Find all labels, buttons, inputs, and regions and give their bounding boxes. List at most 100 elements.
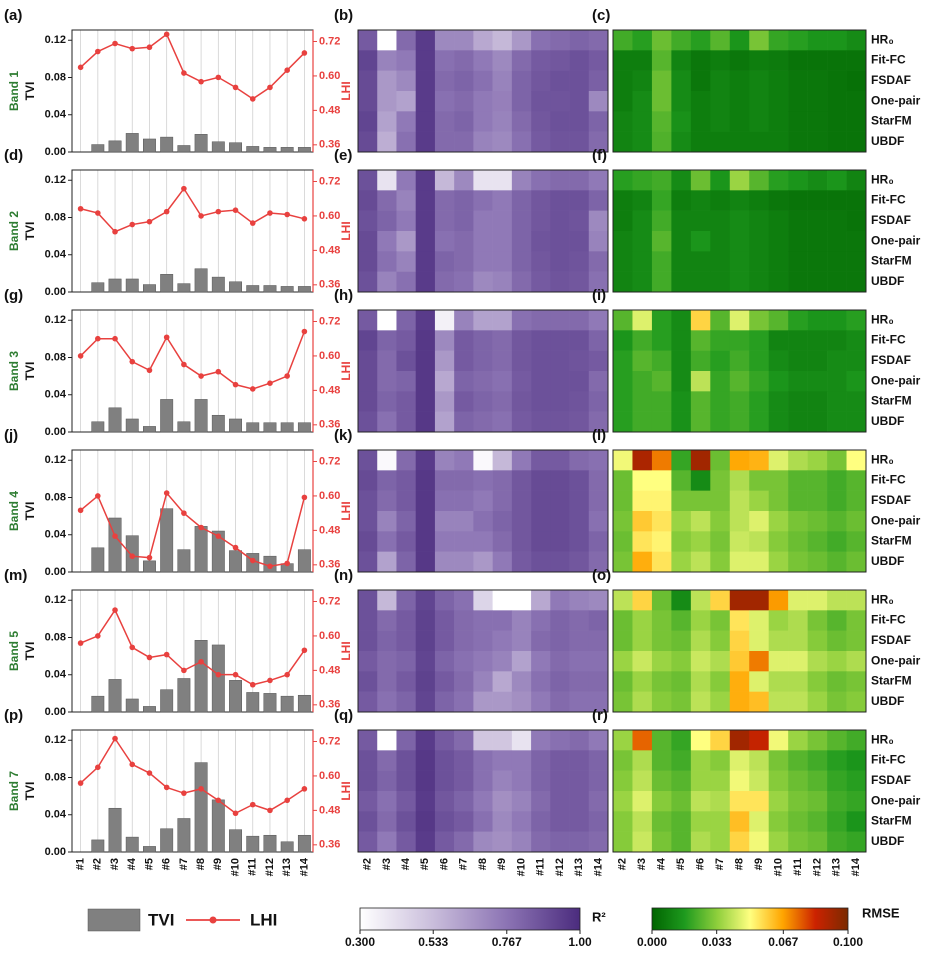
plot-frame bbox=[71, 169, 314, 293]
r2-cell bbox=[358, 350, 378, 372]
r2-cell bbox=[434, 70, 455, 92]
y2-tick-label: 0.60 bbox=[319, 70, 340, 82]
rmse-cell bbox=[690, 610, 711, 631]
r2-cell bbox=[434, 30, 455, 51]
r2-cell bbox=[454, 411, 474, 433]
r2-cell bbox=[569, 131, 590, 153]
rmse-cell bbox=[729, 610, 750, 631]
r2-cell bbox=[396, 671, 416, 692]
heatmap-frame bbox=[612, 169, 867, 293]
r2-cell bbox=[531, 111, 551, 132]
r2-cell bbox=[434, 411, 455, 433]
r2-cell bbox=[358, 590, 378, 611]
row-label: FSDAF bbox=[871, 773, 911, 787]
panel-label: (c) bbox=[592, 7, 610, 24]
row-label: HR₀ bbox=[871, 732, 894, 746]
rmse-cell bbox=[613, 210, 633, 232]
lhi-point bbox=[146, 554, 153, 561]
r2-cell bbox=[473, 170, 493, 191]
r2-cell bbox=[569, 551, 590, 573]
rmse-cell bbox=[749, 30, 769, 51]
band-label: Band 2 bbox=[7, 211, 21, 251]
rmse-cell bbox=[671, 271, 692, 293]
r2-cell bbox=[492, 170, 513, 191]
rmse-cell bbox=[788, 770, 808, 792]
r2-cell bbox=[473, 91, 493, 112]
rmse-cell bbox=[788, 91, 808, 112]
rmse-cell bbox=[729, 450, 750, 471]
rmse-cell bbox=[846, 371, 867, 392]
rmse-cell bbox=[768, 831, 789, 853]
r2-cell bbox=[415, 310, 436, 331]
lhi-point bbox=[301, 494, 308, 501]
x-tick-label: #8 bbox=[195, 858, 207, 870]
r2-cell bbox=[415, 350, 436, 372]
rmse-cell bbox=[651, 770, 672, 792]
rmse-cell bbox=[749, 251, 769, 272]
r2-cell bbox=[358, 511, 378, 532]
r2-cell bbox=[492, 511, 513, 532]
tvi-bar bbox=[246, 835, 260, 853]
r2-cell bbox=[550, 651, 570, 672]
r2-cell bbox=[415, 391, 436, 412]
rmse-cell bbox=[846, 170, 867, 191]
rmse-cell bbox=[613, 750, 633, 771]
r2-cell bbox=[511, 170, 532, 191]
r2-cell bbox=[569, 671, 590, 692]
rmse-cell bbox=[846, 811, 867, 832]
rmse-cell bbox=[710, 590, 731, 611]
r2-cell bbox=[415, 450, 436, 471]
rmse-cell bbox=[827, 811, 847, 832]
rmse-cell bbox=[651, 531, 672, 552]
panel-label: (q) bbox=[334, 707, 353, 724]
rmse-cell bbox=[710, 651, 731, 672]
tvi-bar bbox=[143, 560, 156, 573]
lhi-point bbox=[112, 607, 118, 613]
r2-cell bbox=[569, 791, 590, 812]
x-tick-label: #3 bbox=[636, 858, 648, 870]
r2-cell bbox=[377, 730, 397, 751]
rmse-cell bbox=[690, 671, 711, 692]
rmse-cell bbox=[807, 30, 828, 51]
r2-cell bbox=[473, 411, 493, 433]
colorbar-tick-label: 0.000 bbox=[637, 935, 667, 949]
y-tick-label: 0.04 bbox=[45, 249, 67, 261]
r2-cell bbox=[396, 831, 416, 853]
row-label: HR₀ bbox=[871, 312, 894, 326]
r2-cell bbox=[396, 111, 416, 132]
lhi-point bbox=[77, 780, 84, 786]
row-label: Fit-FC bbox=[871, 333, 906, 347]
y2-axis-title: LHI bbox=[339, 781, 353, 800]
rmse-cell bbox=[827, 691, 847, 713]
rmse-cell bbox=[613, 691, 633, 713]
rmse-cell bbox=[807, 70, 828, 92]
r2-cell bbox=[358, 811, 378, 832]
rmse-cell bbox=[613, 50, 633, 71]
x-tick-label: #11 bbox=[247, 858, 259, 876]
tvi-bar bbox=[108, 278, 122, 293]
rmse-cell bbox=[651, 470, 672, 491]
lhi-point bbox=[249, 557, 256, 564]
tvi-bar bbox=[177, 818, 191, 853]
rmse-cell bbox=[613, 170, 633, 191]
lhi-point bbox=[198, 658, 204, 665]
rmse-cell bbox=[632, 630, 653, 652]
r2-cell bbox=[434, 251, 455, 272]
panel-label: (n) bbox=[334, 567, 353, 584]
rmse-cell bbox=[788, 411, 808, 433]
r2-cell bbox=[434, 330, 455, 351]
rmse-cell bbox=[710, 330, 731, 351]
rmse-cell bbox=[749, 590, 769, 611]
r2-cell bbox=[588, 210, 609, 232]
r2-cell bbox=[492, 330, 513, 351]
rmse-cell bbox=[846, 190, 867, 211]
colorbar-tick-label: 0.100 bbox=[833, 935, 863, 949]
colorbar-title: RMSE bbox=[862, 905, 900, 920]
r2-cell bbox=[358, 310, 378, 331]
lhi-point bbox=[284, 560, 290, 567]
y-tick-label: 0.04 bbox=[45, 669, 67, 681]
rmse-cell bbox=[729, 371, 750, 392]
tvi-bar bbox=[229, 680, 242, 713]
r2-cell bbox=[569, 330, 590, 351]
tvi-bar bbox=[211, 799, 225, 853]
